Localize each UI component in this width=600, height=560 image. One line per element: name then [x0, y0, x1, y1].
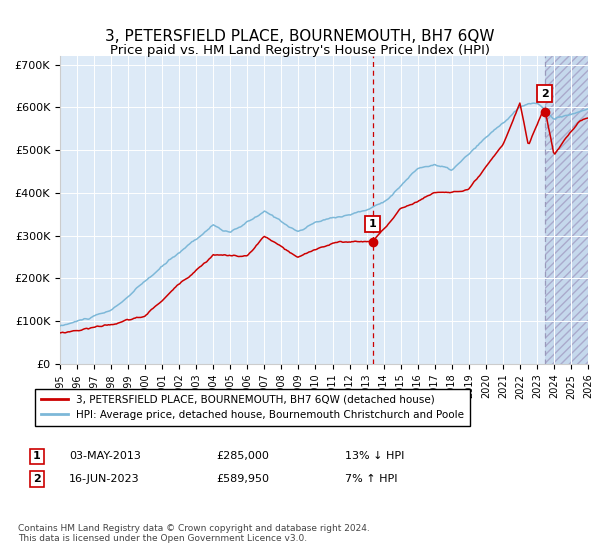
Text: 16-JUN-2023: 16-JUN-2023	[69, 474, 140, 484]
Text: £589,950: £589,950	[216, 474, 269, 484]
Text: 3, PETERSFIELD PLACE, BOURNEMOUTH, BH7 6QW: 3, PETERSFIELD PLACE, BOURNEMOUTH, BH7 6…	[105, 29, 495, 44]
Text: 1: 1	[368, 219, 376, 229]
Text: 2: 2	[33, 474, 41, 484]
Text: 7% ↑ HPI: 7% ↑ HPI	[345, 474, 398, 484]
Text: 1: 1	[33, 451, 41, 461]
Text: Price paid vs. HM Land Registry's House Price Index (HPI): Price paid vs. HM Land Registry's House …	[110, 44, 490, 57]
Text: 2: 2	[541, 88, 548, 99]
Text: £285,000: £285,000	[216, 451, 269, 461]
Text: Contains HM Land Registry data © Crown copyright and database right 2024.
This d: Contains HM Land Registry data © Crown c…	[18, 524, 370, 543]
Bar	[545, 56, 588, 364]
Text: 13% ↓ HPI: 13% ↓ HPI	[345, 451, 404, 461]
Legend: 3, PETERSFIELD PLACE, BOURNEMOUTH, BH7 6QW (detached house), HPI: Average price,: 3, PETERSFIELD PLACE, BOURNEMOUTH, BH7 6…	[35, 389, 470, 426]
Text: 03-MAY-2013: 03-MAY-2013	[69, 451, 141, 461]
